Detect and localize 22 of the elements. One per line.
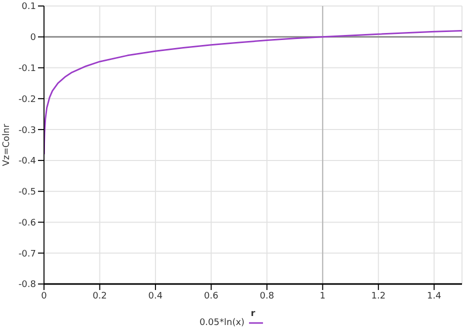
y-tick-label: -0.6: [18, 218, 36, 228]
x-tick-label: 0.8: [260, 291, 274, 302]
line-series: [44, 30, 462, 156]
legend-label: 0.05*ln(x): [199, 318, 245, 328]
y-tick-label: -0.8: [18, 280, 36, 290]
y-tick-label: -0.3: [18, 126, 36, 136]
y-tick-label: -0.5: [18, 188, 36, 198]
y-tick-label: -0.4: [18, 156, 36, 167]
x-tick-label: 0.6: [204, 291, 219, 302]
x-tick-label: 0.4: [148, 291, 163, 302]
y-tick-label: -0.2: [18, 94, 36, 105]
y-tick-label: -0.7: [18, 249, 36, 260]
y-tick-label: 0.1: [22, 2, 36, 12]
x-tick-label: 1.2: [371, 291, 386, 302]
y-axis-title: Vz=Colnr: [2, 124, 12, 166]
x-tick-label: 1.4: [426, 291, 442, 302]
x-axis-title: r: [250, 309, 256, 319]
y-tick-label: 0: [30, 33, 36, 44]
x-tick-label: 1: [320, 291, 326, 302]
x-tick-label: 0: [41, 291, 48, 302]
x-tick-label: 0.2: [92, 291, 107, 302]
y-tick-label: -0.1: [18, 64, 36, 74]
